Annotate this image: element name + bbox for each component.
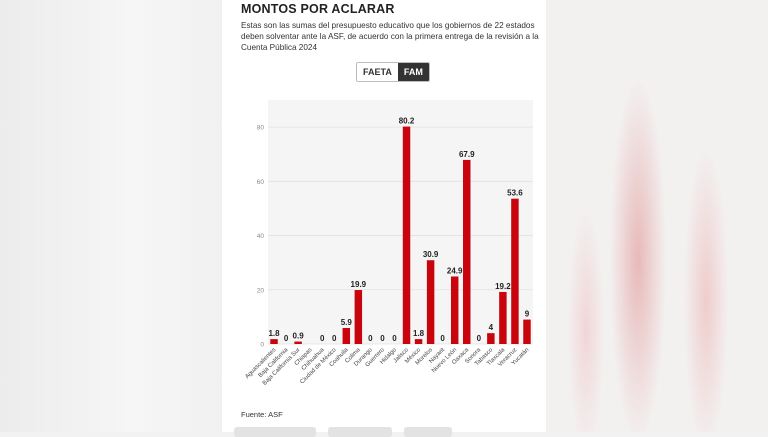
data-label: 0 [368,334,373,343]
bar-18 [487,333,495,344]
bar-0 [270,339,278,344]
dataset-toggle: FAETA FAM [356,62,430,82]
chart-area: 0 20 40 60 80 1.8 Aguascalientes 0 Baja Californ… [240,96,540,406]
y-tick-label: 0 [260,342,264,349]
y-tick-label: 80 [257,125,265,132]
bar-7 [354,290,363,344]
bar-16 [463,159,471,344]
bar-19 [499,291,507,344]
data-label: 1.8 [268,329,280,338]
chart-description: Estas son las sumas del presupuesto educ… [241,21,539,52]
bar-11 [402,126,411,344]
data-label: 19.9 [351,280,367,289]
data-label: 0 [332,334,337,343]
share-button[interactable] [234,427,316,437]
data-label: 4 [489,323,494,332]
plot-background [268,100,533,344]
bar-21 [523,319,531,344]
bar-20 [511,198,519,344]
background-right [546,0,768,432]
bar-12 [414,339,423,344]
data-label: 0 [284,334,289,343]
y-tick-label: 40 [257,233,265,240]
bar-2 [294,341,302,344]
data-label: 0 [380,334,385,343]
download-button[interactable] [404,427,452,437]
data-label: 53.6 [507,189,523,198]
data-label: 1.8 [413,329,425,338]
toggle-faeta[interactable]: FAETA [357,63,398,81]
data-label: 0 [440,334,445,343]
data-label: 0.9 [293,332,305,341]
data-label: 67.9 [459,150,475,159]
data-label: 19.2 [495,282,511,291]
embed-button[interactable] [328,427,392,437]
y-tick-label: 20 [257,287,265,294]
data-label: 5.9 [341,318,353,327]
y-tick-label: 60 [257,179,265,186]
data-label: 0 [320,334,325,343]
data-label: 9 [525,310,530,319]
data-label: 24.9 [447,266,463,275]
data-label: 0 [477,334,482,343]
bar-15 [450,276,459,344]
bar-13 [426,260,435,344]
toggle-fam[interactable]: FAM [397,63,429,81]
chart-title: MONTOS POR ACLARAR [241,2,395,16]
background-left [0,0,222,432]
data-label: 0 [392,334,397,343]
source-note: Fuente: ASF [241,410,283,419]
data-label: 30.9 [423,250,439,259]
bar-6 [342,328,351,344]
data-label: 80.2 [399,117,415,126]
